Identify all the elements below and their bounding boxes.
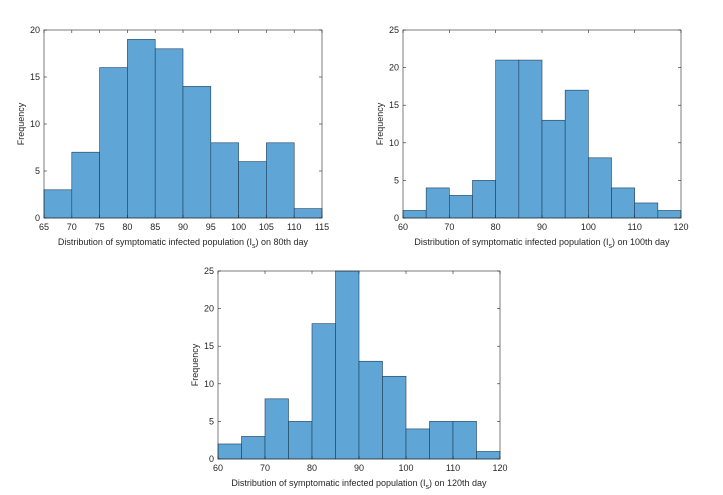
x-tick-label: 110 bbox=[446, 463, 460, 473]
x-tick-label: 60 bbox=[398, 222, 408, 232]
y-tick-label: 25 bbox=[389, 25, 399, 35]
y-tick-label: 10 bbox=[389, 138, 399, 148]
y-axis-label: Frequency bbox=[190, 343, 200, 386]
bar bbox=[657, 210, 682, 219]
y-tick-label: 20 bbox=[204, 304, 214, 314]
y-tick-label: 5 bbox=[35, 166, 40, 176]
bar bbox=[241, 436, 266, 460]
bar bbox=[43, 189, 73, 219]
y-tick-label: 20 bbox=[30, 25, 40, 35]
y-tick-label: 5 bbox=[394, 175, 399, 185]
bar bbox=[634, 202, 659, 219]
x-tick-label: 110 bbox=[287, 222, 301, 232]
y-tick-label: 15 bbox=[389, 100, 399, 110]
x-tick-label: 65 bbox=[39, 222, 49, 232]
x-tick-label: 90 bbox=[354, 463, 364, 473]
y-tick-label: 15 bbox=[204, 341, 214, 351]
x-tick-label: 70 bbox=[260, 463, 270, 473]
x-tick-label: 95 bbox=[206, 222, 216, 232]
histogram-3: 60 70 80 90 100 110 120 0 5 10 15 20 25 Distribution … bbox=[190, 266, 508, 491]
bar bbox=[71, 151, 100, 219]
x-tick-label: 80 bbox=[491, 222, 501, 232]
bar bbox=[402, 210, 427, 219]
x-tick-label: 70 bbox=[67, 222, 77, 232]
bar bbox=[495, 59, 520, 219]
bar bbox=[264, 398, 289, 460]
y-tick-label: 20 bbox=[389, 63, 399, 73]
bar bbox=[266, 142, 295, 219]
x-axis-label: Distribution of symptomatic infected pop… bbox=[414, 237, 670, 250]
x-tick-label: 80 bbox=[122, 222, 132, 232]
histogram-2: 60 70 80 90 100 110 120 0 5 10 15 20 25 Distribution … bbox=[375, 25, 689, 250]
bar bbox=[238, 161, 267, 219]
y-axis-label: Frequency bbox=[16, 102, 26, 145]
bar bbox=[311, 323, 336, 460]
bar bbox=[564, 89, 589, 219]
histogram-1: 65 70 75 80 85 90 95 100 105 110 115 0 5 10 15 20 Distri… bbox=[16, 25, 329, 250]
bar bbox=[210, 142, 239, 219]
x-tick-label: 115 bbox=[315, 222, 329, 232]
y-tick-label: 25 bbox=[204, 266, 214, 276]
y-tick-label: 15 bbox=[30, 72, 40, 82]
bar bbox=[541, 119, 566, 219]
x-tick-label: 100 bbox=[581, 222, 596, 232]
bar bbox=[127, 39, 156, 219]
bar bbox=[217, 443, 242, 460]
x-tick-label: 75 bbox=[95, 222, 105, 232]
bar bbox=[588, 157, 612, 219]
bar bbox=[518, 59, 543, 219]
y-axis-label: Frequency bbox=[375, 102, 385, 145]
x-tick-label: 110 bbox=[627, 222, 641, 232]
y-tick-label: 5 bbox=[209, 416, 214, 426]
x-tick-label: 80 bbox=[307, 463, 317, 473]
bar bbox=[425, 187, 450, 219]
bar bbox=[382, 375, 407, 460]
x-tick-label: 90 bbox=[178, 222, 188, 232]
x-axis-label: Distribution of symptomatic infected pop… bbox=[231, 478, 487, 491]
y-tick-label: 10 bbox=[204, 379, 214, 389]
bar bbox=[405, 428, 430, 460]
x-tick-label: 120 bbox=[673, 222, 688, 232]
y-tick-label: 0 bbox=[35, 213, 40, 223]
bar bbox=[182, 86, 212, 219]
y-tick-label: 0 bbox=[394, 213, 399, 223]
y-tick-label: 0 bbox=[209, 454, 214, 464]
x-tick-label: 105 bbox=[259, 222, 274, 232]
x-tick-label: 70 bbox=[444, 222, 454, 232]
bar bbox=[335, 270, 360, 460]
x-tick-label: 60 bbox=[213, 463, 223, 473]
bar bbox=[472, 180, 496, 219]
bar bbox=[611, 187, 635, 219]
x-tick-label: 120 bbox=[492, 463, 507, 473]
bar bbox=[452, 421, 477, 460]
bar bbox=[476, 451, 501, 460]
bar bbox=[449, 195, 473, 219]
x-axis-label: Distribution of symptomatic infected pop… bbox=[58, 237, 309, 250]
x-tick-label: 100 bbox=[398, 463, 413, 473]
bar bbox=[429, 421, 454, 460]
bar bbox=[99, 67, 128, 219]
bar bbox=[293, 208, 323, 219]
x-tick-label: 90 bbox=[537, 222, 547, 232]
bar bbox=[154, 48, 184, 219]
y-tick-label: 10 bbox=[30, 119, 40, 129]
bar bbox=[358, 360, 383, 460]
bar bbox=[288, 421, 313, 460]
x-tick-label: 85 bbox=[150, 222, 160, 232]
x-tick-label: 100 bbox=[231, 222, 246, 232]
